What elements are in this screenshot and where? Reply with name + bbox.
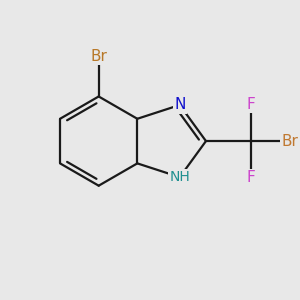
Text: Br: Br <box>281 134 298 148</box>
Text: NH: NH <box>169 170 190 184</box>
Text: N: N <box>174 98 185 112</box>
Text: Br: Br <box>90 49 107 64</box>
Text: F: F <box>246 97 255 112</box>
Text: F: F <box>246 170 255 185</box>
